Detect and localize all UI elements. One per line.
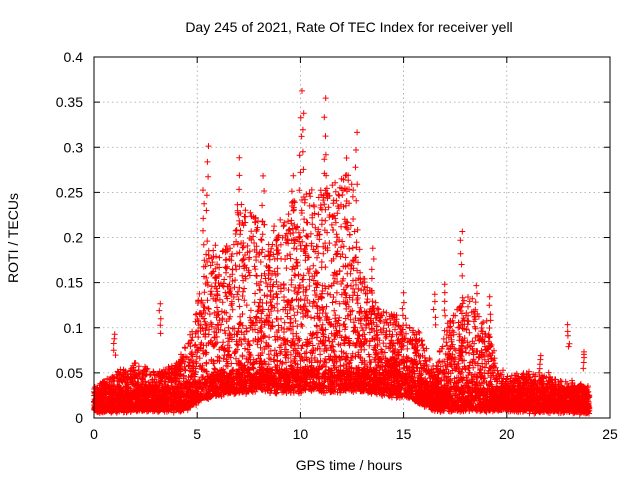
roti-peak-marker [341,155,350,225]
roti-peak-point [536,352,544,376]
roti-peak-point [156,300,164,337]
roti-peak-marker [457,228,466,279]
roti-peak-marker [299,87,307,173]
roti-peak-marker [399,289,407,329]
roti-peak-marker [200,187,208,248]
roti-peak-point [399,289,407,329]
roti-peak-point [259,172,268,238]
data-points [91,87,593,418]
roti-peak-point [580,348,588,372]
chart-title: Day 245 of 2021, Rate Of TEC Index for r… [185,19,512,35]
roti-peak-marker [352,129,361,204]
roti-peak-marker [321,95,329,177]
roti-peak-point [430,291,439,328]
roti-peak-marker [110,331,119,359]
x-tick-label: 10 [293,426,309,442]
roti-peak-marker [203,143,212,214]
roti-peak-marker [486,293,494,331]
roti-peak-point [321,156,330,224]
x-tick-label: 20 [499,426,515,442]
roti-peak-point [203,143,212,214]
y-tick-label: 0.05 [56,365,83,381]
roti-peak-marker [288,172,297,236]
roti-point-cloud [91,172,593,418]
roti-peak-marker [259,172,268,238]
x-tick-label: 25 [602,426,618,442]
y-tick-label: 0.25 [56,184,83,200]
roti-peak-point [299,87,307,173]
roti-peak-point [341,155,350,225]
roti-peak-point [368,245,377,294]
y-tick-label: 0.4 [64,49,84,65]
roti-peak-point [200,187,208,248]
y-axis-label: ROTI / TECUs [5,193,21,283]
y-tick-label: 0.3 [64,139,84,155]
roti-peak-point [296,114,305,194]
x-tick-label: 0 [90,426,98,442]
roti-peak-marker [321,156,330,224]
roti-peak-marker [472,282,480,320]
roti-peak-point [457,228,466,279]
roti-peak-marker [536,352,544,376]
axis-ticks: 0 5 10 15 20 25 0 0.05 0.1 0.15 0.2 0.25 0.3 0.35 0.4 [56,49,618,442]
roti-peak-point [352,129,361,204]
roti-peak-marker [156,300,164,337]
roti-peak-marker [430,291,439,328]
roti-peak-marker [580,348,588,372]
roti-peak-point [486,293,494,331]
y-tick-label: 0.15 [56,275,83,291]
y-tick-label: 0.2 [64,230,84,246]
x-tick-label: 5 [193,426,201,442]
y-tick-label: 0.1 [64,320,84,336]
roti-peak-point [321,95,329,177]
roti-peak-point [288,172,297,236]
y-tick-label: 0 [75,410,83,426]
roti-peak-point [441,281,449,319]
roti-peak-point [110,331,119,359]
roti-peak-marker [368,245,377,294]
roti-peak-point [564,321,573,350]
x-axis-label: GPS time / hours [296,457,403,473]
roti-peak-marker [234,154,243,224]
roti-peak-marker [296,114,305,194]
x-tick-label: 15 [396,426,412,442]
roti-peak-marker [441,281,449,319]
roti-peak-point [234,154,243,224]
roti-peak-point [472,282,480,320]
y-tick-label: 0.35 [56,94,83,110]
roti-peak-marker [564,321,573,350]
